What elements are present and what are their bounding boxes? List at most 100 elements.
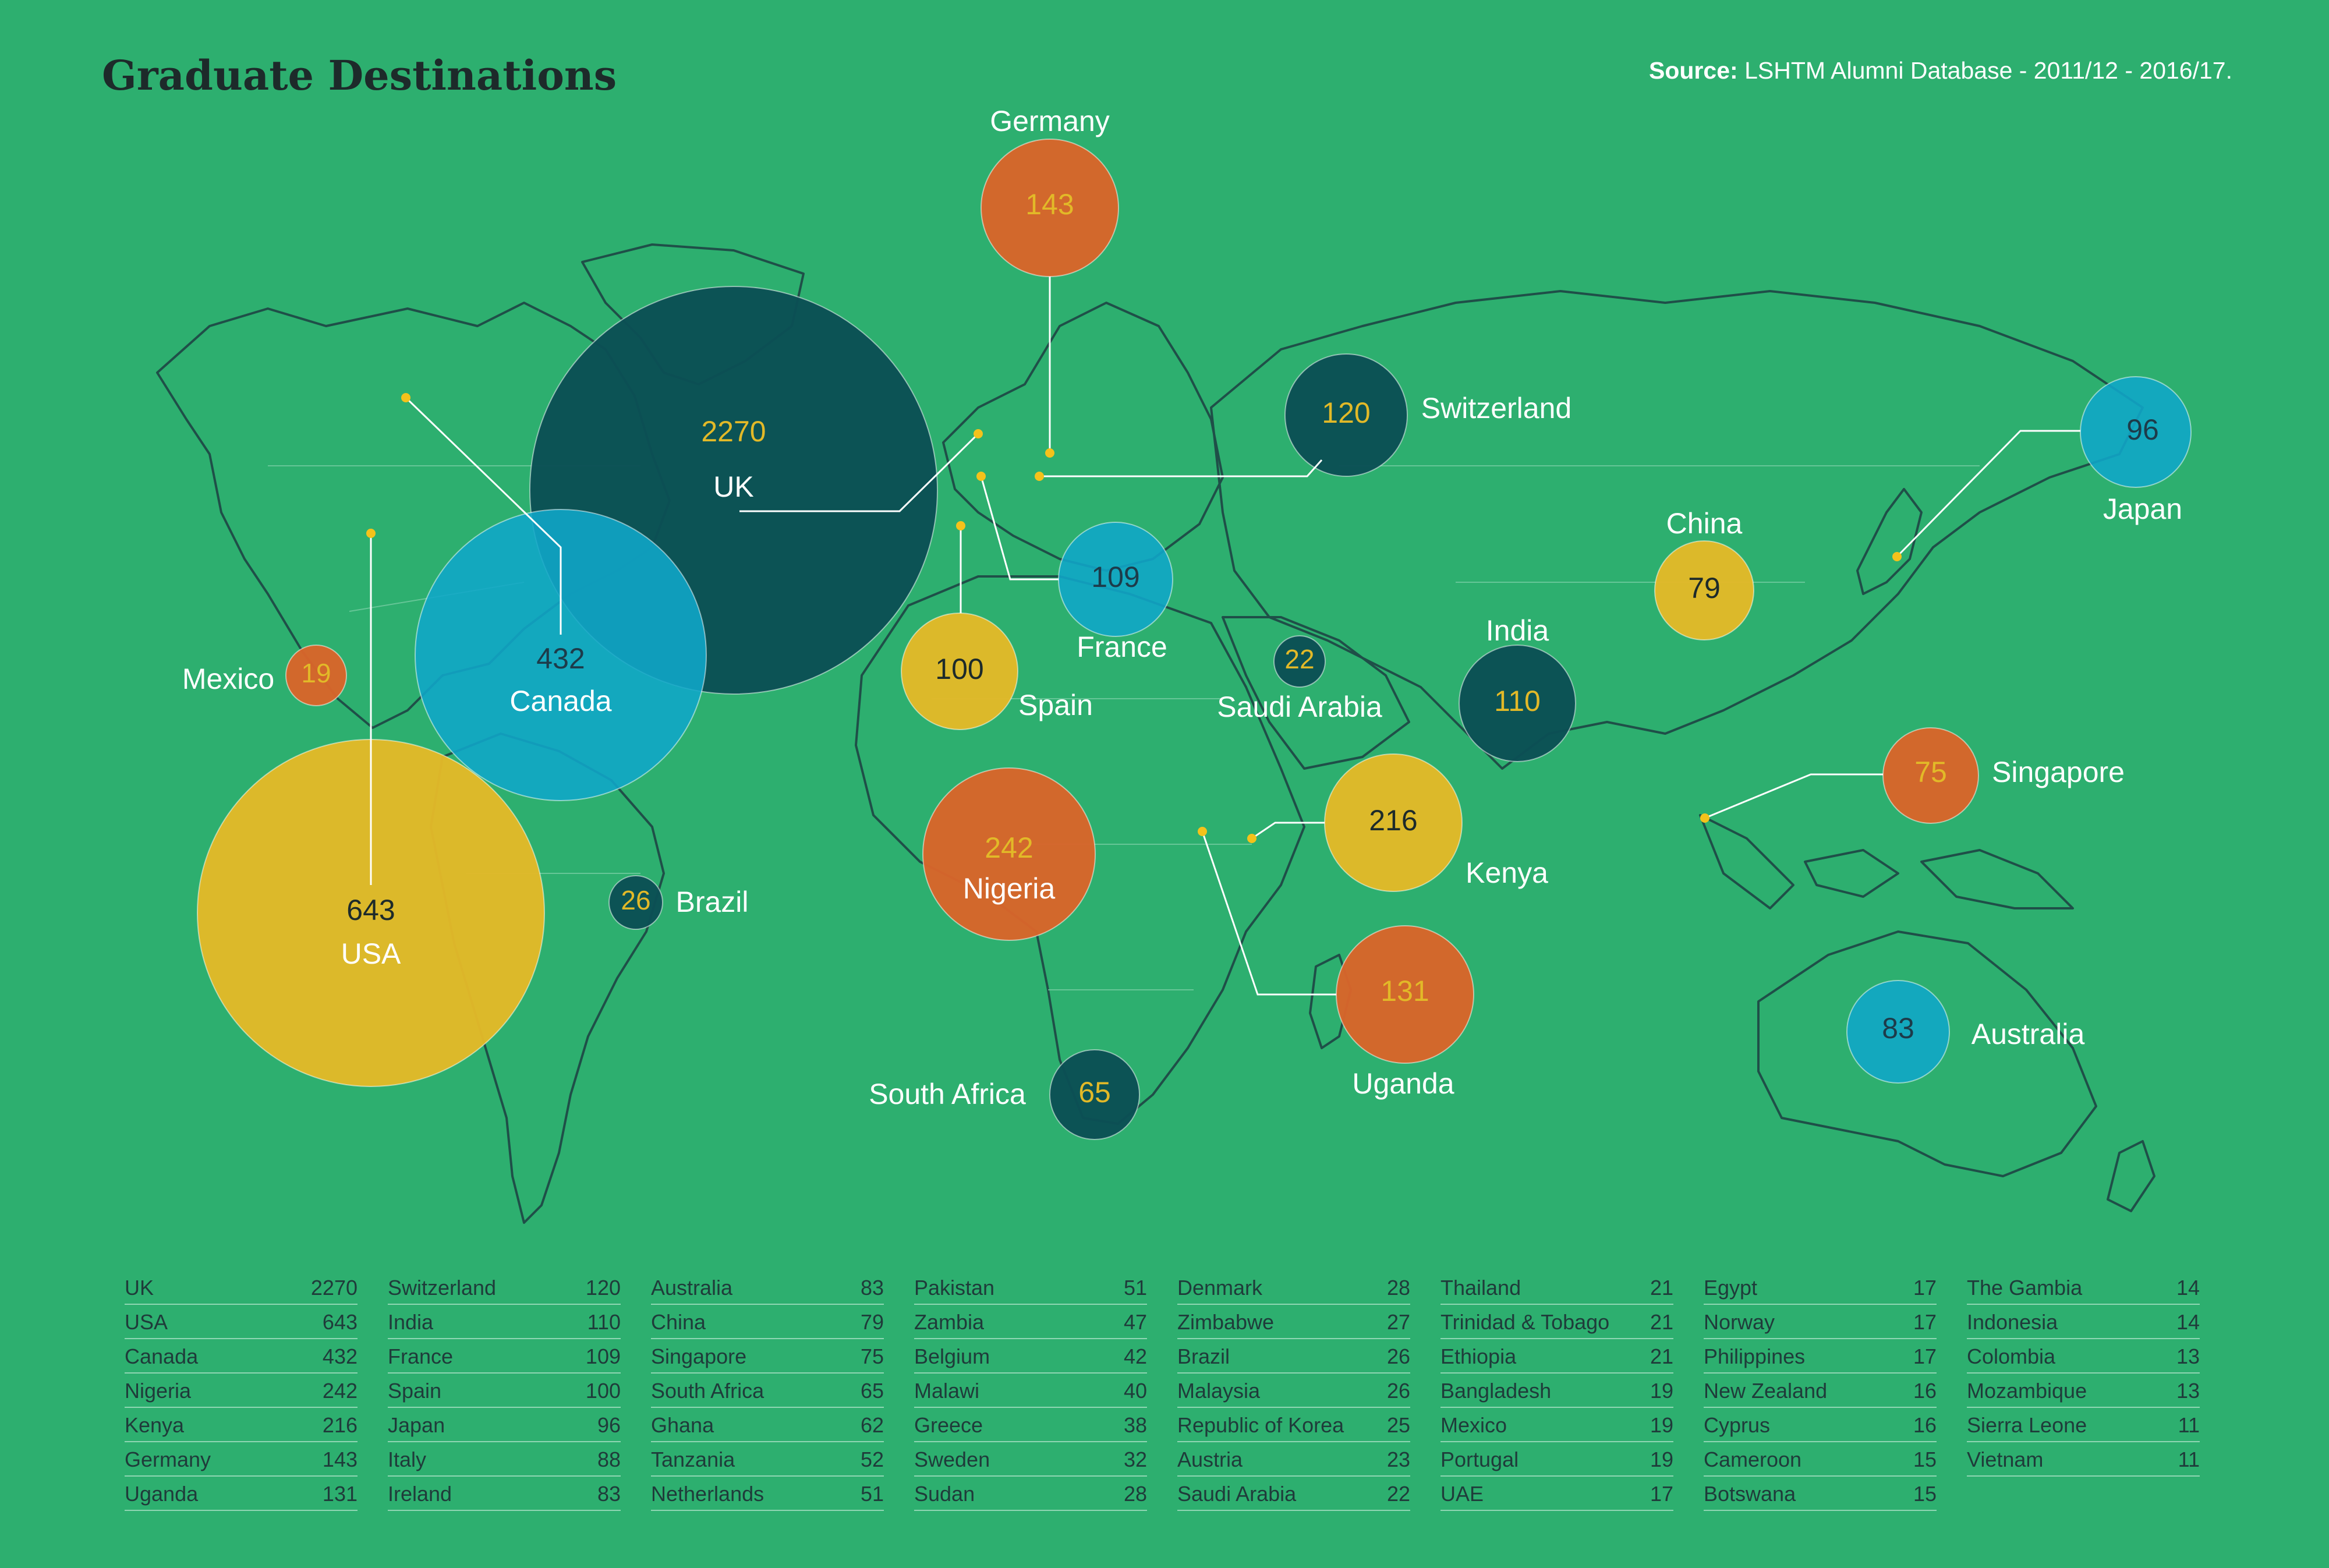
- table-row: Uganda 131: [125, 1477, 358, 1511]
- country-name: Zambia: [914, 1310, 985, 1334]
- country-name: Spain: [388, 1379, 442, 1403]
- country-name: Sweden: [914, 1447, 990, 1471]
- leader-line-uganda: [1201, 831, 1336, 996]
- bubble-south-africa: [1049, 1049, 1140, 1140]
- country-name: Norway: [1704, 1310, 1775, 1334]
- table-row: Malaysia 26: [1177, 1374, 1410, 1408]
- graduate-count: 13: [2176, 1344, 2200, 1368]
- country-name: Denmark: [1177, 1276, 1263, 1300]
- country-name: Colombia: [1967, 1344, 2056, 1368]
- country-name: Italy: [388, 1447, 427, 1471]
- bubble-japan: [2080, 376, 2192, 488]
- table-row: Bangladesh 19: [1440, 1374, 1673, 1408]
- bubble-value-spain: 100: [935, 653, 983, 685]
- location-dot-uk: [974, 429, 983, 438]
- graduate-count: 11: [2178, 1413, 2200, 1437]
- leader-lines: [370, 277, 2080, 996]
- country-name: UK: [125, 1276, 154, 1300]
- graduate-count: 143: [322, 1447, 358, 1471]
- graduate-count: 21: [1650, 1344, 1673, 1368]
- table-row: Vietnam 11: [1967, 1442, 2200, 1477]
- country-label-germany: Germany: [990, 105, 1110, 137]
- table-row: Norway 17: [1704, 1305, 1937, 1339]
- asia-outline: [1210, 290, 2144, 770]
- country-name: The Gambia: [1967, 1276, 2083, 1300]
- leader-line-uk: [739, 433, 979, 512]
- country-label-china: China: [1666, 507, 1743, 540]
- graduate-count: 27: [1386, 1310, 1410, 1334]
- bubble-australia: [1846, 980, 1950, 1084]
- graduate-count: 19: [1650, 1413, 1673, 1437]
- table-column: Thailand 21 Trinidad & Tobago 21 Ethiopia 21 B…: [1440, 1270, 1673, 1511]
- bubble-value-kenya: 216: [1369, 804, 1417, 837]
- bubble-value-japan: 96: [2126, 413, 2159, 446]
- location-dot-kenya: [1247, 834, 1256, 843]
- location-dot-france: [976, 472, 986, 481]
- table-row: Sierra Leone 11: [1967, 1408, 2200, 1442]
- graduate-count: 14: [2176, 1276, 2200, 1300]
- table-row: Portugal 19: [1440, 1442, 1673, 1477]
- table-column: The Gambia 14 Indonesia 14 Colombia 13 Mozambi…: [1967, 1270, 2200, 1477]
- country-name: Ethiopia: [1440, 1344, 1517, 1368]
- table-row: UK 2270: [125, 1270, 358, 1305]
- graduate-count: 643: [322, 1310, 358, 1334]
- table-row: India 110: [388, 1305, 621, 1339]
- table-row: USA 643: [125, 1305, 358, 1339]
- country-name: Cameroon: [1704, 1447, 1802, 1471]
- graduate-count: 15: [1913, 1482, 1937, 1506]
- table-row: Belgium 42: [914, 1339, 1147, 1374]
- country-name: Ireland: [388, 1482, 452, 1506]
- bubble-value-nigeria: 242: [985, 831, 1033, 864]
- location-dot-uganda: [1198, 827, 1207, 836]
- country-name: Malawi: [914, 1379, 980, 1403]
- country-name: Malaysia: [1177, 1379, 1261, 1403]
- country-name: Cyprus: [1704, 1413, 1771, 1437]
- table-row: The Gambia 14: [1967, 1270, 2200, 1305]
- table-row: Pakistan 51: [914, 1270, 1147, 1305]
- table-row: France 109: [388, 1339, 621, 1374]
- country-name: New Zealand: [1704, 1379, 1828, 1403]
- country-name: Vietnam: [1967, 1447, 2044, 1471]
- bubble-value-uk: 2270: [701, 415, 766, 448]
- country-name: Kenya: [125, 1413, 185, 1437]
- country-name: China: [651, 1310, 706, 1334]
- country-label-india: India: [1486, 614, 1549, 647]
- country-name: Sudan: [914, 1482, 975, 1506]
- leader-line-switzerland: [1039, 459, 1323, 477]
- table-row: Kenya 216: [125, 1408, 358, 1442]
- bubble-value-france: 109: [1091, 561, 1139, 593]
- graduate-count: 52: [860, 1447, 884, 1471]
- table-row: Singapore 75: [651, 1339, 884, 1374]
- table-row: Zimbabwe 27: [1177, 1305, 1410, 1339]
- bubble-nigeria: [922, 767, 1096, 941]
- country-name: Austria: [1177, 1447, 1243, 1471]
- country-label-canada: Canada: [509, 685, 611, 717]
- bubble-value-switzerland: 120: [1322, 397, 1370, 429]
- country-label-mexico: Mexico: [182, 663, 274, 695]
- bubble-value-mexico: 19: [301, 658, 331, 688]
- country-name: Mozambique: [1967, 1379, 2087, 1403]
- table-row: Brazil 26: [1177, 1339, 1410, 1374]
- graduate-count: 11: [2178, 1447, 2200, 1471]
- table-row: Spain 100: [388, 1374, 621, 1408]
- destinations-table: UK 2270 USA 643 Canada 432 Nigeria 242 Kenya 216 G…: [125, 1270, 2202, 1515]
- graduate-count: 32: [1123, 1447, 1147, 1471]
- table-row: Australia 83: [651, 1270, 884, 1305]
- country-name: Netherlands: [651, 1482, 764, 1506]
- graduate-count: 2270: [310, 1276, 358, 1300]
- location-dot-japan: [1892, 552, 1902, 561]
- country-name: Egypt: [1704, 1276, 1758, 1300]
- graduate-count: 79: [860, 1310, 884, 1334]
- country-name: Portugal: [1440, 1447, 1519, 1471]
- bubble-value-uganda: 131: [1381, 975, 1429, 1007]
- graduate-count: 17: [1650, 1482, 1673, 1506]
- table-row: Ghana 62: [651, 1408, 884, 1442]
- graduate-count: 110: [587, 1310, 621, 1334]
- graduate-count: 83: [860, 1276, 884, 1300]
- graduate-count: 47: [1123, 1310, 1147, 1334]
- country-name: Trinidad & Tobago: [1440, 1310, 1610, 1334]
- new-zealand-outline: [2107, 1140, 2155, 1212]
- graduate-count: 131: [322, 1482, 358, 1506]
- bubble-singapore: [1882, 727, 1979, 824]
